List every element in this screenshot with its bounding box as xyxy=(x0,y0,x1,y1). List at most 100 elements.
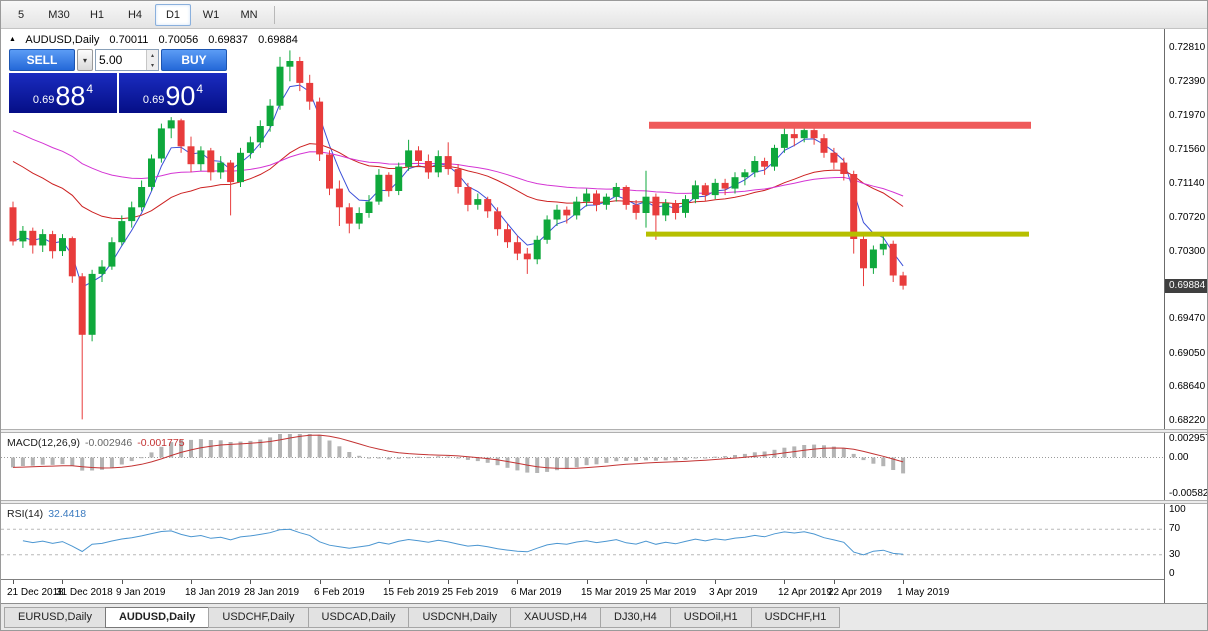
date-axis-tick xyxy=(62,580,63,584)
sell-button[interactable]: SELL xyxy=(9,49,75,71)
date-axis-label: 28 Jan 2019 xyxy=(244,587,300,598)
trade-prices-row: 0.69 88 4 0.69 90 4 xyxy=(9,73,227,113)
timeframe-button-H4[interactable]: H4 xyxy=(127,8,143,21)
sell-price-display[interactable]: 0.69 88 4 xyxy=(9,73,117,113)
panel-splitter-rsi[interactable] xyxy=(1,500,1207,504)
date-axis-tick xyxy=(903,580,904,584)
volume-field: ▴ ▾ xyxy=(95,49,159,71)
volume-stepper: ▴ ▾ xyxy=(146,50,158,70)
rsi-panel[interactable] xyxy=(1,504,1164,579)
date-axis-tick xyxy=(250,580,251,584)
date-axis-label: 31 Dec 2018 xyxy=(56,587,113,598)
chart-ohlc-header: ▲ AUDUSD,Daily 0.70011 0.70056 0.69837 0… xyxy=(9,34,305,46)
price-chart[interactable] xyxy=(1,29,1164,429)
date-axis-label: 6 Feb 2019 xyxy=(314,587,365,598)
date-axis-label: 15 Feb 2019 xyxy=(383,587,440,598)
macd-histogram xyxy=(11,434,906,474)
sell-price-big-digits: 88 xyxy=(55,81,86,111)
chart-tab-EURUSD-Daily[interactable]: EURUSD,Daily xyxy=(4,607,106,628)
price-axis-label: 0.71140 xyxy=(1169,178,1205,189)
chart-tab-USDCNH-Daily[interactable]: USDCNH,Daily xyxy=(408,607,512,628)
date-axis-tick xyxy=(834,580,835,584)
date-axis-tick xyxy=(517,580,518,584)
date-axis-label: 1 May 2019 xyxy=(897,587,950,598)
timeframe-button-H1[interactable]: H1 xyxy=(89,8,105,21)
date-axis-tick xyxy=(320,580,321,584)
price-axis-label: 0.70720 xyxy=(1169,212,1206,223)
one-click-trading-panel: SELL ▾ ▴ ▾ BUY 0.69884 0.699 xyxy=(9,49,227,113)
order-settings-dropdown[interactable]: ▾ xyxy=(77,49,93,71)
date-axis-label: 12 Apr 2019 xyxy=(778,587,832,598)
date-axis-tick xyxy=(448,580,449,584)
rsi-axis-label: 70 xyxy=(1169,523,1181,534)
date-axis-label: 9 Jan 2019 xyxy=(116,587,166,598)
macd-name: MACD(12,26,9) xyxy=(7,437,80,449)
price-axis-label: 0.68640 xyxy=(1169,381,1206,392)
price-axis-label: 0.69050 xyxy=(1169,348,1206,359)
one-click-panel-toggle-icon[interactable]: ▲ xyxy=(9,36,16,43)
price-axis-label: 0.71560 xyxy=(1169,144,1206,155)
volume-decrease-button[interactable]: ▾ xyxy=(147,60,158,70)
sell-price-pip-digit: 4 xyxy=(86,82,94,96)
buy-price-pip-digit: 4 xyxy=(196,82,204,96)
timeframe-button-D1[interactable]: D1 xyxy=(155,3,191,26)
rsi-axis-label: 100 xyxy=(1169,504,1186,515)
header-low: 0.69837 xyxy=(208,34,249,46)
timeframe-button-M30[interactable]: M30 xyxy=(48,8,70,21)
header-close: 0.69884 xyxy=(258,34,298,46)
date-axis-label: 18 Jan 2019 xyxy=(185,587,241,598)
chart-tab-AUDUSD-Daily[interactable]: AUDUSD,Daily xyxy=(104,607,210,628)
date-axis-tick xyxy=(646,580,647,584)
macd-axis-label: 0.00 xyxy=(1169,452,1189,463)
chart-tab-USDCHF-Daily[interactable]: USDCHF,Daily xyxy=(208,607,309,628)
price-axis-label: 0.71970 xyxy=(1169,110,1206,121)
timeframe-button-W1[interactable]: W1 xyxy=(202,8,220,21)
sell-price-base: 0.69 xyxy=(32,94,55,106)
price-axis[interactable]: 0.69884 0.72810 0.72390 0.71970 0.71560 0.71… xyxy=(1164,29,1207,603)
chart-tab-DJ30-H4[interactable]: DJ30,H4 xyxy=(600,607,671,628)
buy-price-display[interactable]: 0.69 90 4 xyxy=(119,73,227,113)
macd-signal-value: -0.001775 xyxy=(137,437,185,449)
macd-panel[interactable] xyxy=(1,433,1164,500)
price-axis-label: 0.68220 xyxy=(1169,415,1206,426)
macd-main-value: -0.002946 xyxy=(84,437,133,449)
date-axis-tick xyxy=(191,580,192,584)
date-axis-label: 3 Apr 2019 xyxy=(709,587,758,598)
timeframe-button-5[interactable]: 5 xyxy=(17,8,25,21)
volume-increase-button[interactable]: ▴ xyxy=(147,50,158,60)
price-axis-label: 0.72810 xyxy=(1169,42,1206,53)
price-axis-label: 0.69470 xyxy=(1169,313,1206,324)
panel-splitter-macd[interactable] xyxy=(1,429,1207,433)
chevron-down-icon: ▾ xyxy=(82,55,87,65)
date-axis-tick xyxy=(784,580,785,584)
volume-input[interactable] xyxy=(96,50,146,70)
buy-price-big-digits: 90 xyxy=(165,81,196,111)
date-axis-tick xyxy=(389,580,390,584)
rsi-name: RSI(14) xyxy=(7,508,44,520)
chart-tab-USDCAD-Daily[interactable]: USDCAD,Daily xyxy=(307,607,410,628)
chart-tab-USDOil-H1[interactable]: USDOil,H1 xyxy=(669,607,752,628)
macd-signal-line xyxy=(12,434,904,469)
date-axis[interactable]: 21 Dec 2018 31 Dec 2018 9 Jan 2019 18 Jan 2… xyxy=(1,579,1164,603)
rsi-indicator-label: RSI(14) 32.4418 xyxy=(7,508,86,520)
date-axis-tick xyxy=(587,580,588,584)
macd-indicator-label: MACD(12,26,9) -0.002946 -0.001775 xyxy=(7,437,185,449)
macd-axis-label: 0.002957 xyxy=(1169,433,1207,444)
header-symbol: AUDUSD,Daily xyxy=(25,34,100,46)
date-axis-label: 15 Mar 2019 xyxy=(581,587,638,598)
timeframe-button-MN[interactable]: MN xyxy=(240,8,258,21)
date-axis-tick xyxy=(13,580,14,584)
date-axis-label: 25 Feb 2019 xyxy=(442,587,499,598)
current-price-badge: 0.69884 xyxy=(1165,279,1207,293)
rsi-value: 32.4418 xyxy=(48,508,87,520)
chart-tabs-bar: EURUSD,Daily AUDUSD,Daily USDCHF,Daily USDC… xyxy=(1,603,1207,630)
trade-controls-row: SELL ▾ ▴ ▾ BUY xyxy=(9,49,227,71)
buy-button[interactable]: BUY xyxy=(161,49,227,71)
date-axis-label: 22 Apr 2019 xyxy=(828,587,882,598)
date-axis-label: 21 Dec 2018 xyxy=(7,587,64,598)
macd-axis-label: -0.005825 xyxy=(1169,488,1207,499)
chart-tab-XAUUSD-H4[interactable]: XAUUSD,H4 xyxy=(510,607,601,628)
chart-tab-USDCHF-H1[interactable]: USDCHF,H1 xyxy=(750,607,841,628)
header-high: 0.70056 xyxy=(158,34,199,46)
